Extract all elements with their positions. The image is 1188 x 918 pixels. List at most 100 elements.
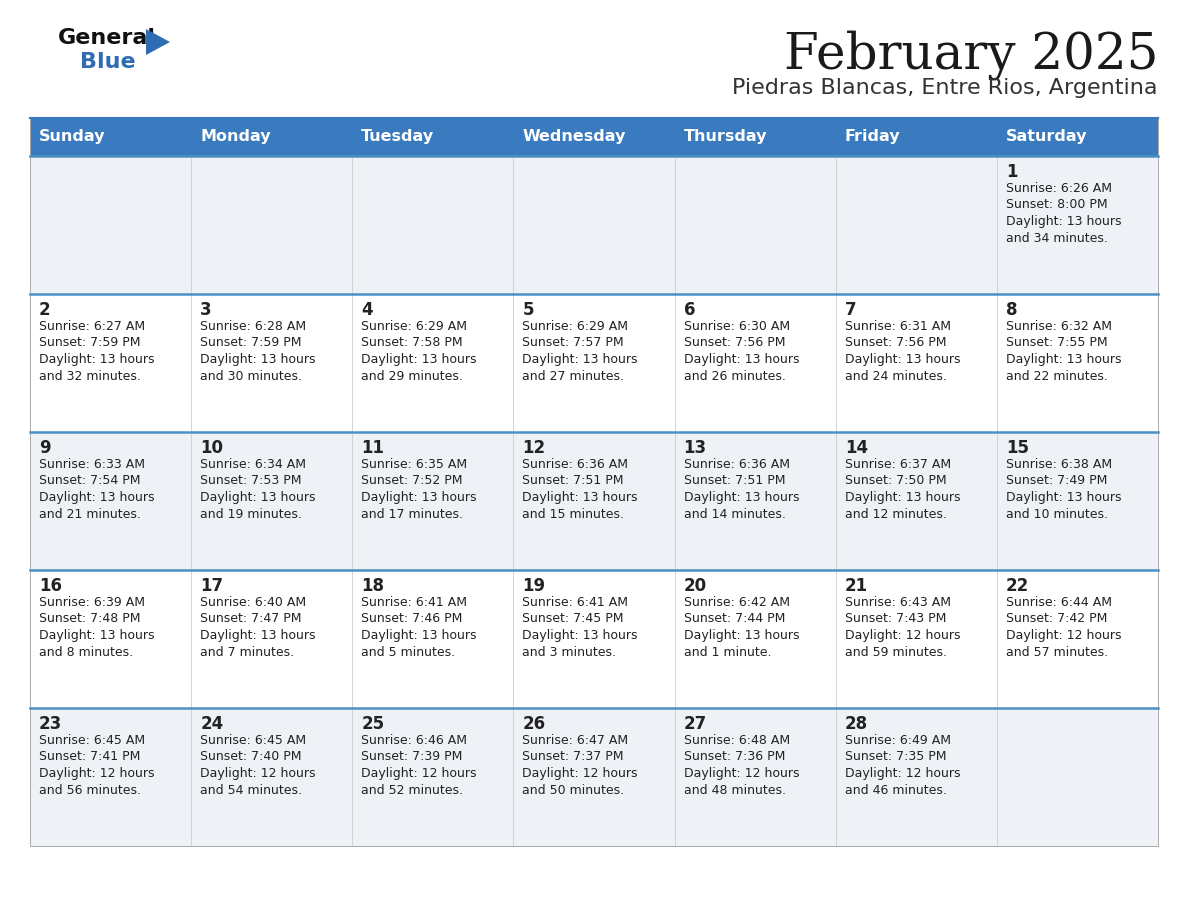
Text: and 22 minutes.: and 22 minutes.: [1006, 370, 1107, 383]
Text: Sunset: 7:46 PM: Sunset: 7:46 PM: [361, 612, 462, 625]
Text: 7: 7: [845, 301, 857, 319]
Text: and 34 minutes.: and 34 minutes.: [1006, 231, 1107, 244]
Text: Wednesday: Wednesday: [523, 129, 626, 144]
Text: Daylight: 12 hours: Daylight: 12 hours: [200, 767, 316, 780]
Text: Sunset: 7:56 PM: Sunset: 7:56 PM: [683, 337, 785, 350]
Text: and 30 minutes.: and 30 minutes.: [200, 370, 302, 383]
Text: Daylight: 13 hours: Daylight: 13 hours: [1006, 353, 1121, 366]
Text: Sunrise: 6:41 AM: Sunrise: 6:41 AM: [523, 596, 628, 609]
Text: Sunrise: 6:33 AM: Sunrise: 6:33 AM: [39, 458, 145, 471]
Text: Daylight: 13 hours: Daylight: 13 hours: [845, 491, 960, 504]
Bar: [30, 570, 1158, 708]
Bar: [30, 294, 1158, 432]
Text: Piedras Blancas, Entre Rios, Argentina: Piedras Blancas, Entre Rios, Argentina: [733, 78, 1158, 98]
Text: Sunrise: 6:47 AM: Sunrise: 6:47 AM: [523, 734, 628, 747]
Text: Sunrise: 6:45 AM: Sunrise: 6:45 AM: [39, 734, 145, 747]
Text: and 27 minutes.: and 27 minutes.: [523, 370, 625, 383]
Bar: [30, 708, 1158, 846]
Text: Daylight: 13 hours: Daylight: 13 hours: [361, 629, 476, 642]
Text: Sunrise: 6:43 AM: Sunrise: 6:43 AM: [845, 596, 950, 609]
Text: Sunset: 7:43 PM: Sunset: 7:43 PM: [845, 612, 946, 625]
Text: 2: 2: [39, 301, 51, 319]
Text: Daylight: 12 hours: Daylight: 12 hours: [523, 767, 638, 780]
Text: 3: 3: [200, 301, 211, 319]
Text: 6: 6: [683, 301, 695, 319]
Text: Sunset: 7:55 PM: Sunset: 7:55 PM: [1006, 337, 1107, 350]
Text: Sunrise: 6:36 AM: Sunrise: 6:36 AM: [683, 458, 790, 471]
Text: Sunset: 7:41 PM: Sunset: 7:41 PM: [39, 751, 140, 764]
Text: Sunset: 7:39 PM: Sunset: 7:39 PM: [361, 751, 462, 764]
Text: Daylight: 12 hours: Daylight: 12 hours: [39, 767, 154, 780]
Text: Sunrise: 6:45 AM: Sunrise: 6:45 AM: [200, 734, 307, 747]
Text: and 32 minutes.: and 32 minutes.: [39, 370, 141, 383]
Text: Saturday: Saturday: [1006, 129, 1087, 144]
Text: 28: 28: [845, 715, 868, 733]
Text: Sunrise: 6:28 AM: Sunrise: 6:28 AM: [200, 320, 307, 333]
Text: and 10 minutes.: and 10 minutes.: [1006, 508, 1108, 521]
Text: Sunrise: 6:49 AM: Sunrise: 6:49 AM: [845, 734, 950, 747]
Text: Sunrise: 6:44 AM: Sunrise: 6:44 AM: [1006, 596, 1112, 609]
Text: Daylight: 13 hours: Daylight: 13 hours: [845, 353, 960, 366]
Text: Sunrise: 6:27 AM: Sunrise: 6:27 AM: [39, 320, 145, 333]
Text: Blue: Blue: [80, 52, 135, 72]
Text: 20: 20: [683, 577, 707, 595]
Text: Daylight: 13 hours: Daylight: 13 hours: [200, 491, 316, 504]
Text: 17: 17: [200, 577, 223, 595]
Text: 12: 12: [523, 439, 545, 457]
Text: 5: 5: [523, 301, 533, 319]
Text: Daylight: 13 hours: Daylight: 13 hours: [39, 353, 154, 366]
Bar: [30, 432, 1158, 570]
Text: Daylight: 12 hours: Daylight: 12 hours: [683, 767, 800, 780]
Text: Daylight: 12 hours: Daylight: 12 hours: [361, 767, 476, 780]
Text: and 52 minutes.: and 52 minutes.: [361, 783, 463, 797]
Text: 26: 26: [523, 715, 545, 733]
Text: Daylight: 13 hours: Daylight: 13 hours: [39, 629, 154, 642]
Text: Sunset: 7:48 PM: Sunset: 7:48 PM: [39, 612, 140, 625]
Text: 11: 11: [361, 439, 384, 457]
Text: Daylight: 13 hours: Daylight: 13 hours: [200, 353, 316, 366]
Text: Thursday: Thursday: [683, 129, 767, 144]
Text: Daylight: 13 hours: Daylight: 13 hours: [39, 491, 154, 504]
Text: Daylight: 13 hours: Daylight: 13 hours: [683, 629, 800, 642]
Polygon shape: [146, 29, 170, 55]
Text: and 1 minute.: and 1 minute.: [683, 645, 771, 658]
Text: Sunrise: 6:38 AM: Sunrise: 6:38 AM: [1006, 458, 1112, 471]
Text: Sunrise: 6:26 AM: Sunrise: 6:26 AM: [1006, 182, 1112, 195]
Text: Sunrise: 6:30 AM: Sunrise: 6:30 AM: [683, 320, 790, 333]
Text: and 56 minutes.: and 56 minutes.: [39, 783, 141, 797]
Text: Sunrise: 6:46 AM: Sunrise: 6:46 AM: [361, 734, 467, 747]
Text: 15: 15: [1006, 439, 1029, 457]
Text: Daylight: 13 hours: Daylight: 13 hours: [361, 353, 476, 366]
Text: Daylight: 12 hours: Daylight: 12 hours: [845, 767, 960, 780]
Text: 9: 9: [39, 439, 51, 457]
Text: Daylight: 13 hours: Daylight: 13 hours: [1006, 215, 1121, 228]
Text: Sunset: 8:00 PM: Sunset: 8:00 PM: [1006, 198, 1107, 211]
Text: Sunset: 7:53 PM: Sunset: 7:53 PM: [200, 475, 302, 487]
Text: Sunrise: 6:48 AM: Sunrise: 6:48 AM: [683, 734, 790, 747]
Text: and 24 minutes.: and 24 minutes.: [845, 370, 947, 383]
Text: General: General: [58, 28, 156, 48]
Text: and 5 minutes.: and 5 minutes.: [361, 645, 455, 658]
Text: Sunrise: 6:29 AM: Sunrise: 6:29 AM: [523, 320, 628, 333]
Text: Sunset: 7:51 PM: Sunset: 7:51 PM: [683, 475, 785, 487]
Text: Sunrise: 6:34 AM: Sunrise: 6:34 AM: [200, 458, 307, 471]
Text: and 29 minutes.: and 29 minutes.: [361, 370, 463, 383]
Text: 25: 25: [361, 715, 385, 733]
Text: Sunset: 7:42 PM: Sunset: 7:42 PM: [1006, 612, 1107, 625]
Text: Daylight: 13 hours: Daylight: 13 hours: [523, 491, 638, 504]
Text: Sunset: 7:47 PM: Sunset: 7:47 PM: [200, 612, 302, 625]
Text: and 7 minutes.: and 7 minutes.: [200, 645, 295, 658]
Text: Daylight: 12 hours: Daylight: 12 hours: [845, 629, 960, 642]
Text: 18: 18: [361, 577, 384, 595]
Text: and 57 minutes.: and 57 minutes.: [1006, 645, 1108, 658]
Text: Sunrise: 6:37 AM: Sunrise: 6:37 AM: [845, 458, 950, 471]
Text: Daylight: 13 hours: Daylight: 13 hours: [1006, 491, 1121, 504]
Text: Sunrise: 6:31 AM: Sunrise: 6:31 AM: [845, 320, 950, 333]
Text: and 19 minutes.: and 19 minutes.: [200, 508, 302, 521]
Text: Daylight: 13 hours: Daylight: 13 hours: [683, 353, 800, 366]
Text: 13: 13: [683, 439, 707, 457]
Text: Friday: Friday: [845, 129, 901, 144]
Text: Sunset: 7:54 PM: Sunset: 7:54 PM: [39, 475, 140, 487]
Text: Sunday: Sunday: [39, 129, 106, 144]
Text: and 15 minutes.: and 15 minutes.: [523, 508, 625, 521]
